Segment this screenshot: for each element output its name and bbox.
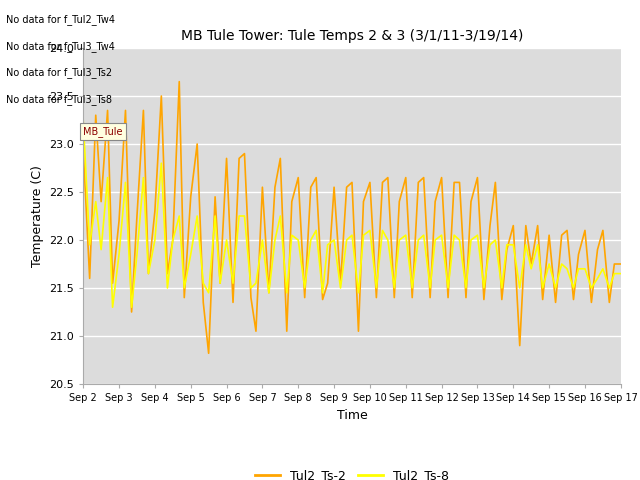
Text: No data for f_Tul3_Tw4: No data for f_Tul3_Tw4 — [6, 41, 115, 52]
Line: Tul2_Ts-8: Tul2_Ts-8 — [83, 120, 621, 307]
Tul2_Ts-8 — [617, 271, 625, 276]
Text: No data for f_Tul2_Tw4: No data for f_Tul2_Tw4 — [6, 14, 115, 25]
Tul2_Ts-2 — [617, 261, 625, 267]
Tul2_Ts-2 — [402, 175, 410, 180]
Line: Tul2_Ts-2: Tul2_Ts-2 — [83, 82, 621, 353]
Y-axis label: Temperature (C): Temperature (C) — [31, 165, 44, 267]
Tul2_Ts-8 — [211, 213, 219, 219]
Text: No data for f_Tul3_Ts2: No data for f_Tul3_Ts2 — [6, 67, 113, 78]
Tul2_Ts-2 — [611, 261, 618, 267]
Legend: Tul2_Ts-2, Tul2_Ts-8: Tul2_Ts-2, Tul2_Ts-8 — [250, 464, 454, 480]
Tul2_Ts-8 — [109, 304, 116, 310]
Text: MB_Tule: MB_Tule — [83, 126, 123, 137]
Tul2_Ts-2 — [229, 300, 237, 305]
Tul2_Ts-2 — [545, 232, 553, 238]
Title: MB Tule Tower: Tule Temps 2 & 3 (3/1/11-3/19/14): MB Tule Tower: Tule Temps 2 & 3 (3/1/11-… — [181, 29, 523, 43]
Tul2_Ts-2 — [145, 271, 152, 276]
Tul2_Ts-2 — [216, 280, 224, 286]
Tul2_Ts-8 — [539, 285, 547, 291]
Tul2_Ts-2 — [79, 146, 87, 152]
Tul2_Ts-8 — [223, 237, 230, 243]
Tul2_Ts-8 — [605, 285, 613, 291]
Tul2_Ts-8 — [151, 237, 159, 243]
X-axis label: Time: Time — [337, 408, 367, 421]
Text: No data for f_Tul3_Ts8: No data for f_Tul3_Ts8 — [6, 94, 113, 105]
Tul2_Ts-2 — [175, 79, 183, 84]
Tul2_Ts-2 — [205, 350, 212, 356]
Tul2_Ts-8 — [611, 271, 618, 276]
Tul2_Ts-8 — [79, 117, 87, 123]
